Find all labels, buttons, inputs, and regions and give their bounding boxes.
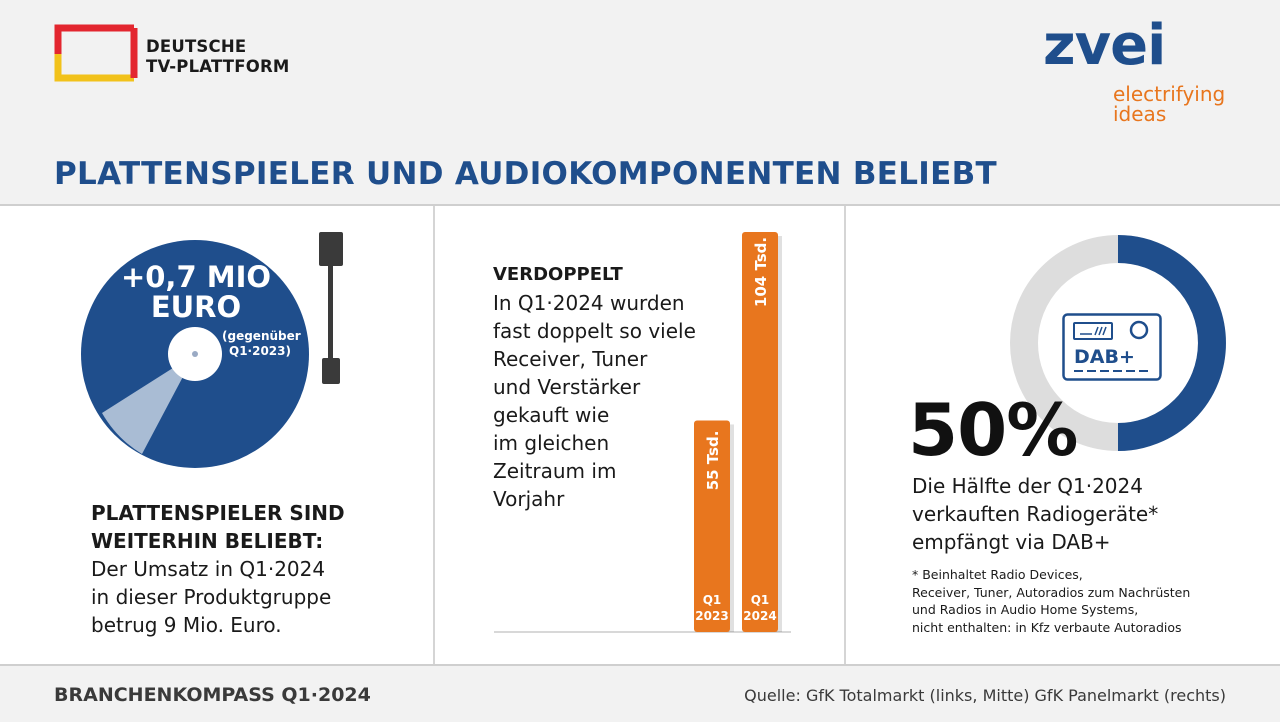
footnote: * Beinhaltet Radio Devices, Receiver, Tu… [912,566,1190,636]
left-heading-line-2: WEITERHIN BELIEBT: [91,529,324,553]
footer-band: BRANCHENKOMPASS Q1·2024 Quelle: GfK Tota… [0,664,1280,722]
logo-line-2: TV-PLATTFORM [146,57,290,76]
bar-q1-2023 [694,420,730,632]
bar-q1-2024 [742,232,778,632]
dab-description-line: empfängt via DAB+ [912,530,1111,554]
tonearm-base [322,358,340,384]
middle-body-line: fast doppelt so viele [493,319,696,343]
middle-body-line: gekauft wie [493,403,610,427]
header-band: DEUTSCHE TV-PLATTFORM zvei electrifying … [0,0,1280,206]
radio-body [1062,313,1162,381]
footnote-line: * Beinhaltet Radio Devices, [912,567,1083,582]
sales-bar-chart: 55 Tsd. Q1 2023 104 Tsd. Q1 2024 [494,232,791,633]
left-heading-line-1: PLATTENSPIELER SIND [91,501,345,525]
footnote-line: und Radios in Audio Home Systems, [912,602,1139,617]
bar-category-label: Q1 [703,593,722,607]
revenue-stat-note-line-1: (gegenüber [222,329,301,343]
left-body-line: Der Umsatz in Q1·2024 [91,557,326,581]
dab-description-line: verkauften Radiogeräte* [912,502,1159,526]
middle-body-line: In Q1·2024 wurden [493,291,685,315]
radio-knob-icon [1129,320,1149,340]
zvei-tagline: electrifying ideas [1113,84,1225,124]
bar-category-label: 2024 [743,609,776,623]
donut-dab-share-arc [1117,235,1226,451]
page-title: PLATTENSPIELER UND AUDIOKOMPONENTEN BELI… [54,156,997,192]
signal-bars-icon [1094,326,1107,336]
tonearm-rod [328,266,333,360]
middle-heading: VERDOPPELT [493,264,623,285]
panel-divider-left [433,206,435,664]
panel-divider-right [844,206,846,664]
bar-category-label: Q1 [751,593,770,607]
bar-value-label: 55 Tsd. [704,431,722,491]
left-text-block: PLATTENSPIELER SIND WEITERHIN BELIEBT: D… [91,499,421,639]
middle-text-block: VERDOPPELT In Q1·2024 wurden fast doppel… [493,261,733,513]
bar-value-label: 104 Tsd. [752,237,770,307]
footer-edition-label: BRANCHENKOMPASS Q1·2024 [54,684,371,706]
revenue-stat-note: (gegenüber Q1·2023) [222,329,301,359]
revenue-stat-value: +0,7 MIO [120,260,272,294]
record-player-illustration [81,232,343,468]
middle-body-line: Vorjahr [493,487,565,511]
light-reflection-shape [102,354,195,454]
middle-body-line: und Verstärker [493,375,641,399]
middle-body-line: Zeitraum im [493,459,617,483]
left-body-line: in dieser Produktgruppe [91,585,332,609]
dab-description: Die Hälfte der Q1·2024 verkauften Radiog… [912,472,1158,556]
deutsche-tv-plattform-logo [54,24,138,82]
dab-label: DAB+ [1074,346,1135,368]
footnote-line: nicht enthalten: in Kfz verbaute Autorad… [912,619,1182,635]
revenue-stat-unit: EURO [150,290,242,324]
zvei-tagline-line-2: ideas [1113,102,1167,126]
middle-body-line: Receiver, Tuner [493,347,648,371]
dab-description-line: Die Hälfte der Q1·2024 [912,474,1143,498]
radio-icon: DAB+ [1062,313,1162,381]
revenue-stat: +0,7 MIO EURO [120,262,272,322]
middle-body-line: im gleichen [493,431,610,455]
deutsche-tv-plattform-wordmark: DEUTSCHE TV-PLATTFORM [146,37,289,77]
record-spindle [192,351,198,357]
bar-category-label: 2023 [695,609,728,623]
zvei-tagline-line-1: electrifying [1113,82,1226,106]
tonearm-head-icon [319,232,343,266]
revenue-stat-note-line-2: Q1·2023) [229,344,291,358]
footer-source-label: Quelle: GfK Totalmarkt (links, Mitte) Gf… [744,686,1226,705]
dab-share-donut-chart [1010,235,1226,451]
zvei-logo-word: zvei [1043,13,1166,78]
footnote-line: Receiver, Tuner, Autoradios zum Nachrüst… [912,584,1191,600]
dab-share-percent: 50% [908,388,1078,472]
left-body-line: betrug 9 Mio. Euro. [91,613,282,637]
logo-line-1: DEUTSCHE [146,37,247,56]
radio-display-icon [1073,322,1113,340]
